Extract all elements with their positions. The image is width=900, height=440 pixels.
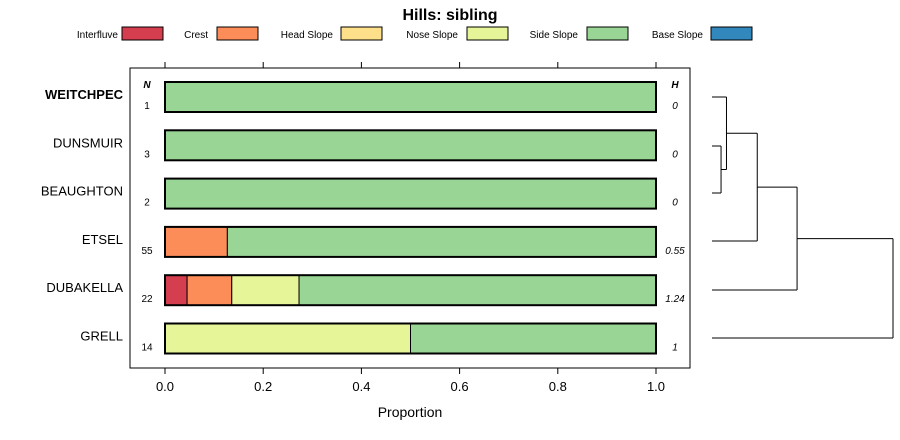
legend-swatch-2 <box>340 26 383 41</box>
bar-outline-1 <box>164 129 657 162</box>
bar-segment-5-4 <box>410 323 657 354</box>
bar-outline-3 <box>164 225 657 258</box>
legend-label-2: Head Slope <box>281 30 334 41</box>
bar-outline-0 <box>164 81 657 113</box>
legend-label-1: Crest <box>184 30 208 41</box>
row-n-4: 22 <box>141 294 153 305</box>
row-h-5: 1 <box>672 343 678 354</box>
legend-label-0: Interfluve <box>77 30 119 41</box>
row-h-1: 0 <box>672 149 678 160</box>
row-h-4: 1.24 <box>665 294 685 305</box>
row-label-3: ETSEL <box>82 232 123 247</box>
bar-segment-1-4 <box>164 129 657 161</box>
row-label-1: DUNSMUIR <box>53 135 123 150</box>
row-label-2: BEAUGHTON <box>41 184 123 199</box>
bar-segment-3-1 <box>164 226 228 258</box>
legend: Interfluve Crest Head Slope Nose Slope Side … <box>77 26 753 41</box>
bar-segment-3-4 <box>226 226 657 258</box>
bar-outline-4 <box>164 274 657 307</box>
row-label-0: WEITCHPEC <box>45 87 124 102</box>
row-label-5: GRELL <box>80 329 123 344</box>
row-h-3: 0.55 <box>665 246 685 257</box>
row-n-2: 2 <box>144 198 150 209</box>
bar-segment-2-4 <box>164 178 657 210</box>
x-axis: 0.0 0.2 0.4 0.6 0.8 1.0 <box>156 62 665 394</box>
row-n-3: 55 <box>141 246 153 257</box>
legend-label-5: Base Slope <box>652 30 704 41</box>
legend-swatch-5 <box>710 26 753 41</box>
row-h-2: 0 <box>672 198 678 209</box>
x-tick-label-0: 0.0 <box>156 379 174 394</box>
x-tick-label-4: 0.8 <box>549 379 567 394</box>
row-h-0: 0 <box>672 101 678 112</box>
legend-swatch-1 <box>216 26 259 41</box>
n-header: N <box>143 80 151 91</box>
x-tick-label-3: 0.6 <box>451 379 469 394</box>
legend-swatch-3 <box>466 26 509 41</box>
bar-outline-2 <box>164 177 657 210</box>
bars <box>164 81 657 355</box>
dendrogram <box>712 96 894 339</box>
row-n-0: 1 <box>144 101 150 112</box>
row-label-4: DUBAKELLA <box>46 280 123 295</box>
h-header: H <box>671 80 679 91</box>
bar-segment-4-1 <box>186 274 233 306</box>
x-tick-label-5: 1.0 <box>647 379 665 394</box>
legend-label-4: Side Slope <box>530 30 579 41</box>
bar-segment-4-3 <box>231 274 300 306</box>
bar-segment-4-0 <box>164 274 188 306</box>
x-tick-label-2: 0.4 <box>352 379 370 394</box>
x-tick-label-1: 0.2 <box>254 379 272 394</box>
row-n-1: 3 <box>144 149 150 160</box>
bar-segment-5-3 <box>164 323 411 354</box>
legend-label-3: Nose Slope <box>406 30 458 41</box>
row-n-5: 14 <box>141 343 153 354</box>
bar-outline-5 <box>164 322 657 355</box>
bar-segment-0-4 <box>164 81 657 113</box>
legend-swatch-4 <box>586 26 629 41</box>
chart-title: Hills: sibling <box>402 7 497 24</box>
bar-segment-4-4 <box>298 274 657 306</box>
plot-panel <box>129 67 691 369</box>
legend-swatch-0 <box>121 26 164 41</box>
row-labels: WEITCHPEC 1 0 DUNSMUIR 3 0 BEAUGHTON 2 0 ETSEL 55 0… <box>41 87 685 354</box>
x-axis-title: Proportion <box>378 404 443 420</box>
